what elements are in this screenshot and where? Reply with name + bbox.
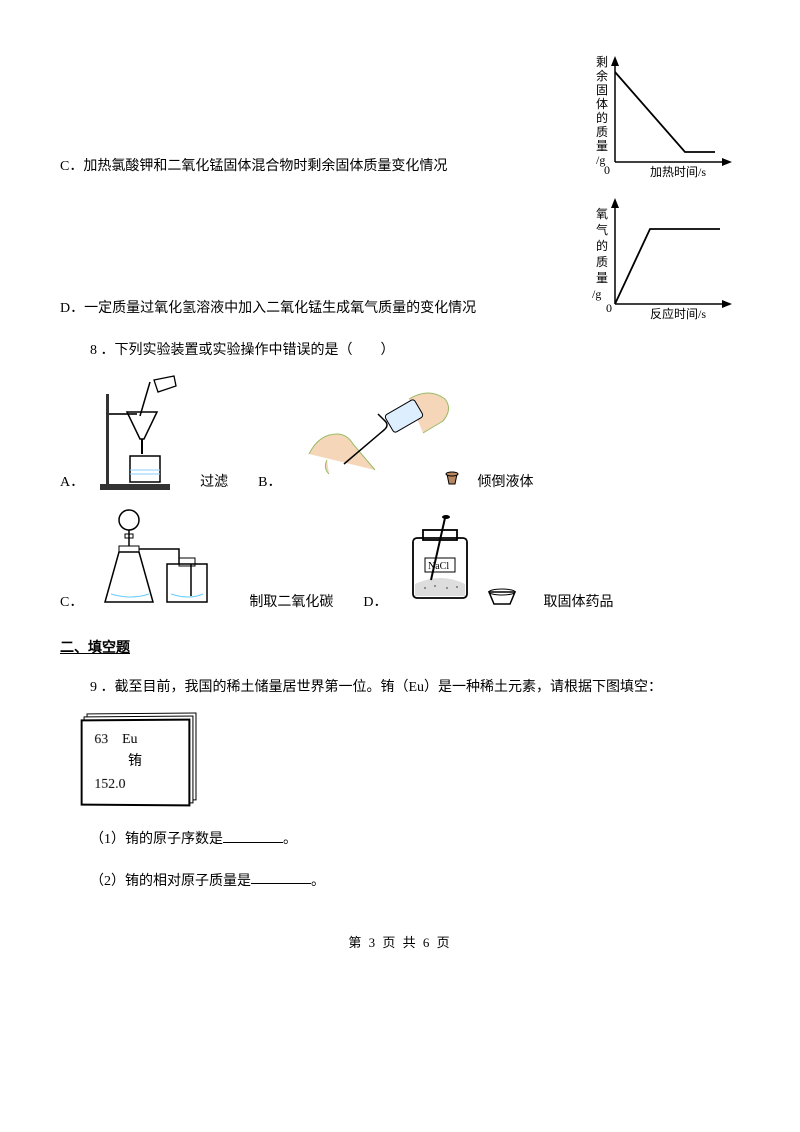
svg-text:质: 质 [596,125,608,139]
option-c-text: C．加热氯酸钾和二氧化锰固体混合物时剩余固体质量变化情况 [60,156,570,182]
option-c-desc: 加热氯酸钾和二氧化锰固体混合物时剩余固体质量变化情况 [83,159,447,174]
svg-text:的: 的 [596,238,608,253]
graph-d-svg: 氧 气 的 质 量 /g 0 反应时间/s [570,194,740,324]
q8-choice-b: B． 倾倒液体 [258,384,533,494]
option-d-row: D．一定质量过氧化氢溶液中加入二氧化锰生成氧气质量的变化情况 氧 气 的 质 量… [60,194,740,324]
q8-text: 下列实验装置或实验操作中错误的是（ ） [115,343,395,358]
q8-a-label: A． [60,472,84,494]
blank-1[interactable] [223,826,283,843]
svg-text:氧: 氧 [596,207,608,221]
svg-text:/g: /g [592,287,601,301]
filter-apparatus-icon [92,374,192,494]
svg-text:0: 0 [604,163,610,177]
section-2-title: 二、填空题 [60,638,740,660]
svg-text:反应时间/s: 反应时间/s [650,306,706,321]
svg-text:0: 0 [606,301,612,315]
element-card: 63 Eu 铕 152.0 [81,719,191,807]
svg-text:剩: 剩 [596,55,608,69]
q9-sub2-period: 。 [311,873,325,888]
q8-a-caption: 过滤 [200,472,228,494]
pour-liquid-icon [289,384,469,494]
element-mass: 152.0 [94,774,176,797]
q8-row1: A． 过滤 B． [60,374,740,494]
q9-number: 9 ． [90,680,115,695]
element-name: 铕 [94,751,176,774]
option-c-graph: 剩 余 固 体 的 质 量 /g 0 加热时间/s [570,52,740,182]
svg-text:质: 质 [596,255,608,269]
option-d-text: D．一定质量过氧化氢溶液中加入二氧化锰生成氧气质量的变化情况 [60,298,570,324]
q9-sub2: （2）铕的相对原子质量是 。 [90,868,740,893]
q8-choice-c: C． 制取二氧化碳 [60,504,333,614]
take-solid-icon: NaCl [395,514,535,614]
q8-c-caption: 制取二氧化碳 [249,592,333,614]
q8-choice-a: A． 过滤 [60,374,228,494]
svg-text:量: 量 [596,271,608,285]
option-c-label: C． [60,159,83,174]
option-d-graph: 氧 气 的 质 量 /g 0 反应时间/s [570,194,740,324]
svg-text:固: 固 [596,83,608,97]
option-d-label: D． [60,301,84,316]
q8-b-caption: 倾倒液体 [477,472,533,494]
q8-number: 8 ． [90,343,115,358]
option-c-row: C．加热氯酸钾和二氧化锰固体混合物时剩余固体质量变化情况 剩 余 固 体 的 质… [60,52,740,182]
q9-sub1-text: （1）铕的原子序数是 [90,832,223,847]
q8-row2: C． 制取二氧化碳 D． [60,504,740,614]
q8-choice-d: D． NaCl 取固体药品 [363,514,613,614]
q9-stem: 9 ．截至目前，我国的稀土储量居世界第一位。铕（Eu）是一种稀土元素，请根据下图… [90,677,740,699]
graph-c-svg: 剩 余 固 体 的 质 量 /g 0 加热时间/s [570,52,740,182]
svg-text:量: 量 [596,139,608,153]
element-top: 63 Eu [94,729,176,752]
q9-sub1: （1）铕的原子序数是 。 [90,826,740,851]
svg-text:余: 余 [596,68,608,83]
q8-d-label: D． [363,592,387,614]
svg-text:加热时间/s: 加热时间/s [650,165,706,179]
svg-text:NaCl: NaCl [428,561,449,572]
q8-d-caption: 取固体药品 [543,592,613,614]
blank-2[interactable] [251,868,311,885]
q9-sub1-period: 。 [283,832,297,847]
co2-apparatus-icon [91,504,241,614]
q8-b-label: B． [258,472,281,494]
q8-stem: 8 ．下列实验装置或实验操作中错误的是（ ） [90,340,740,362]
svg-text:体: 体 [596,97,608,111]
q9-sub2-text: （2）铕的相对原子质量是 [90,873,251,888]
q9-text: 截至目前，我国的稀土储量居世界第一位。铕（Eu）是一种稀土元素，请根据下图填空： [115,680,663,695]
q8-c-label: C． [60,592,83,614]
page-footer: 第 3 页 共 6 页 [60,933,740,954]
option-d-desc: 一定质量过氧化氢溶液中加入二氧化锰生成氧气质量的变化情况 [84,301,476,316]
svg-text:气: 气 [596,222,608,237]
svg-text:的: 的 [596,110,608,125]
